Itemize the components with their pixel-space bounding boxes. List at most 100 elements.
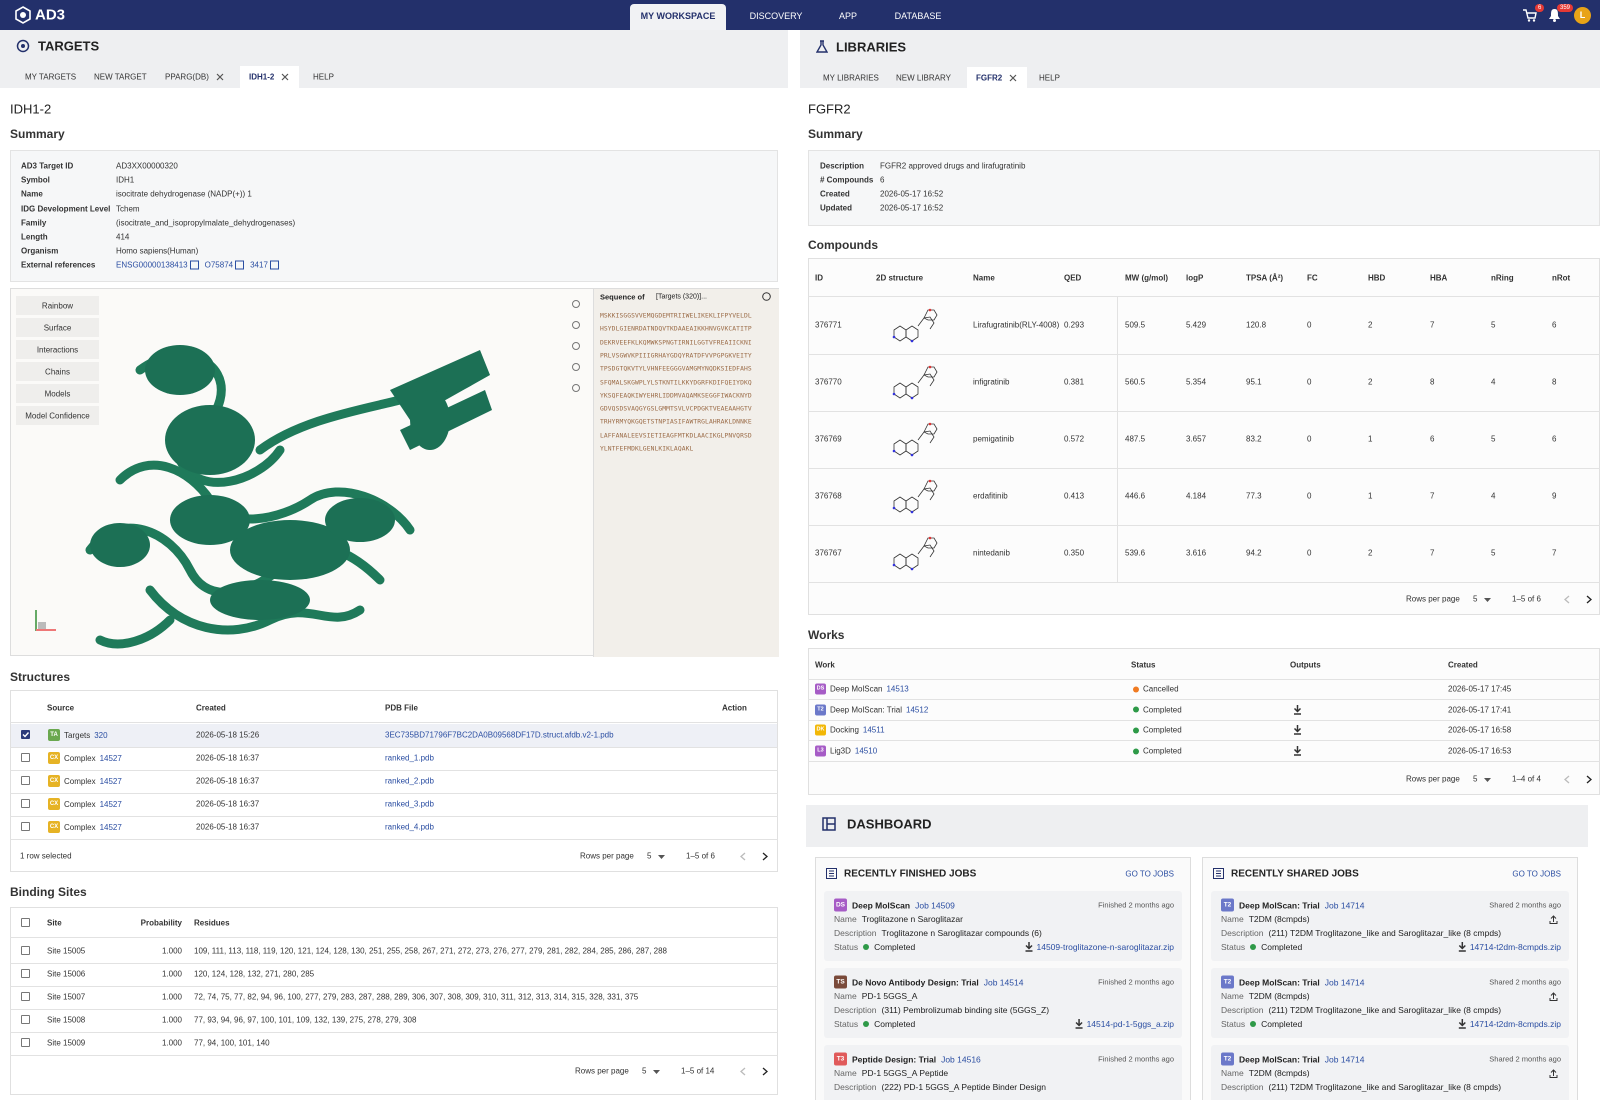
viewer-button-bg[interactable] bbox=[16, 318, 99, 337]
prev-page[interactable] bbox=[1564, 775, 1570, 784]
share-icon[interactable] bbox=[1549, 992, 1558, 1001]
close-tab[interactable] bbox=[216, 73, 224, 81]
checkbox[interactable] bbox=[21, 730, 30, 739]
nav-tab[interactable]: APP bbox=[838, 11, 858, 21]
nav-tab[interactable]: MY WORKSPACE bbox=[640, 11, 716, 21]
download-icon[interactable] bbox=[1458, 942, 1467, 952]
nav-tab[interactable]: DATABASE bbox=[894, 11, 942, 21]
next-page[interactable] bbox=[1586, 595, 1592, 604]
notification-icon[interactable] bbox=[1548, 8, 1561, 22]
tab[interactable]: IDH1-2 bbox=[249, 72, 275, 82]
viewer-button-bg[interactable] bbox=[16, 362, 99, 381]
prev-page[interactable] bbox=[740, 852, 746, 861]
file-link[interactable]: 14509-troglitazone-n-saroglitazar.zip bbox=[1036, 942, 1175, 952]
file-link[interactable]: 14514-pd-1-5ggs_a.zip bbox=[1086, 1019, 1174, 1029]
viewer-tool[interactable] bbox=[571, 383, 581, 393]
viewer-button[interactable]: Model Confidence bbox=[25, 411, 90, 420]
external-link[interactable]: 3417 bbox=[250, 260, 268, 270]
work-link[interactable]: 14512 bbox=[906, 705, 929, 715]
checkbox[interactable] bbox=[21, 799, 30, 808]
checkbox[interactable] bbox=[21, 822, 30, 831]
pdb-file-link[interactable]: ranked_3.pdb bbox=[385, 799, 434, 809]
next-page[interactable] bbox=[762, 852, 768, 861]
checkbox[interactable] bbox=[21, 992, 30, 1001]
close-tab[interactable] bbox=[281, 73, 289, 81]
work-link[interactable]: 14511 bbox=[862, 725, 885, 735]
viewer-tool[interactable] bbox=[571, 320, 581, 330]
help-icon[interactable] bbox=[762, 292, 771, 301]
source-link[interactable]: 14527 bbox=[99, 799, 122, 809]
viewer-button-bg[interactable] bbox=[16, 340, 99, 359]
rows-select[interactable]: 5 bbox=[642, 1066, 647, 1076]
file-link[interactable]: 14714-t2dm-8cmpds.zip bbox=[1469, 1019, 1561, 1029]
card-link[interactable]: GO TO JOBS bbox=[1512, 869, 1561, 879]
job-link[interactable]: Job 14714 bbox=[1324, 977, 1365, 987]
tab[interactable]: MY LIBRARIES bbox=[823, 73, 879, 83]
pdb-file-link[interactable]: ranked_4.pdb bbox=[385, 822, 434, 832]
viewer-button[interactable]: Interactions bbox=[36, 345, 79, 354]
close-tab[interactable] bbox=[1009, 74, 1017, 82]
prev-page[interactable] bbox=[740, 1067, 746, 1076]
tab[interactable]: MY TARGETS bbox=[25, 72, 77, 82]
prev-page[interactable] bbox=[1564, 595, 1570, 604]
external-link[interactable]: ENSG00000138413 bbox=[116, 260, 188, 270]
rows-select[interactable]: 5 bbox=[1473, 594, 1478, 604]
viewer-button[interactable]: Rainbow bbox=[41, 301, 74, 310]
source-link[interactable]: 14527 bbox=[99, 753, 122, 763]
nav-tab[interactable]: DISCOVERY bbox=[749, 11, 803, 21]
pdb-file-link[interactable]: ranked_2.pdb bbox=[385, 776, 434, 786]
work-link[interactable]: 14513 bbox=[886, 684, 909, 694]
share-icon[interactable] bbox=[1549, 915, 1558, 924]
job-link[interactable]: Job 14714 bbox=[1324, 1054, 1365, 1064]
tab[interactable]: NEW LIBRARY bbox=[896, 73, 951, 83]
job-link[interactable]: Job 14516 bbox=[941, 1054, 981, 1064]
viewer-button[interactable]: Models bbox=[44, 389, 71, 398]
tab[interactable]: HELP bbox=[313, 72, 334, 82]
card-link[interactable]: GO TO JOBS bbox=[1125, 869, 1174, 879]
viewer-button-bg[interactable] bbox=[16, 406, 99, 425]
sequence-select[interactable]: [Targets (320)]... bbox=[656, 293, 707, 301]
rows-select[interactable]: 5 bbox=[647, 851, 652, 861]
download-icon[interactable] bbox=[1025, 942, 1034, 952]
source-link[interactable]: 14527 bbox=[99, 776, 122, 786]
next-page[interactable] bbox=[762, 1067, 768, 1076]
download-icon[interactable] bbox=[1458, 1019, 1467, 1029]
checkbox[interactable] bbox=[21, 969, 30, 978]
job-link[interactable]: Job 14509 bbox=[915, 900, 955, 910]
rows-select[interactable]: 5 bbox=[1473, 774, 1478, 784]
file-link[interactable]: 14714-t2dm-8cmpds.zip bbox=[1469, 942, 1561, 952]
share-icon[interactable] bbox=[1549, 1069, 1558, 1078]
download-icon[interactable] bbox=[1075, 1019, 1084, 1029]
download-icon[interactable] bbox=[1293, 746, 1302, 756]
tab[interactable]: HELP bbox=[1039, 73, 1060, 83]
checkbox[interactable] bbox=[21, 1038, 30, 1047]
source-link[interactable]: 320 bbox=[94, 730, 108, 740]
avatar[interactable]: L bbox=[1574, 7, 1591, 24]
cart-icon[interactable] bbox=[1523, 9, 1537, 22]
viewer-tool[interactable] bbox=[571, 362, 581, 372]
pdb-file-link[interactable]: ranked_1.pdb bbox=[385, 753, 434, 763]
viewer-button-bg[interactable] bbox=[16, 384, 99, 403]
work-link[interactable]: 14510 bbox=[854, 746, 878, 756]
job-link[interactable]: Job 14714 bbox=[1324, 900, 1365, 910]
checkbox[interactable] bbox=[21, 1015, 30, 1024]
checkbox[interactable] bbox=[21, 946, 30, 955]
tab[interactable]: NEW TARGET bbox=[94, 72, 147, 82]
download-icon[interactable] bbox=[1293, 725, 1302, 736]
viewer-button-bg[interactable] bbox=[16, 296, 99, 315]
tab[interactable]: FGFR2 bbox=[976, 73, 1003, 83]
external-link[interactable]: O75874 bbox=[204, 260, 234, 270]
source-link[interactable]: 14527 bbox=[99, 822, 122, 832]
viewer-tool[interactable] bbox=[571, 299, 581, 309]
next-page[interactable] bbox=[1586, 775, 1592, 784]
viewer-button[interactable]: Surface bbox=[43, 323, 72, 332]
viewer-button[interactable]: Chains bbox=[45, 367, 70, 376]
pdb-file-link[interactable]: 3EC735BD71796F7BC2DA0B09568DF17D.struct.… bbox=[385, 730, 614, 740]
checkbox[interactable] bbox=[21, 776, 30, 785]
viewer-tool[interactable] bbox=[571, 341, 581, 351]
checkbox[interactable] bbox=[21, 918, 30, 927]
download-icon[interactable] bbox=[1293, 704, 1302, 715]
job-link[interactable]: Job 14514 bbox=[983, 977, 1024, 987]
tab[interactable]: PPARG(DB) bbox=[165, 72, 209, 82]
checkbox[interactable] bbox=[21, 753, 30, 762]
